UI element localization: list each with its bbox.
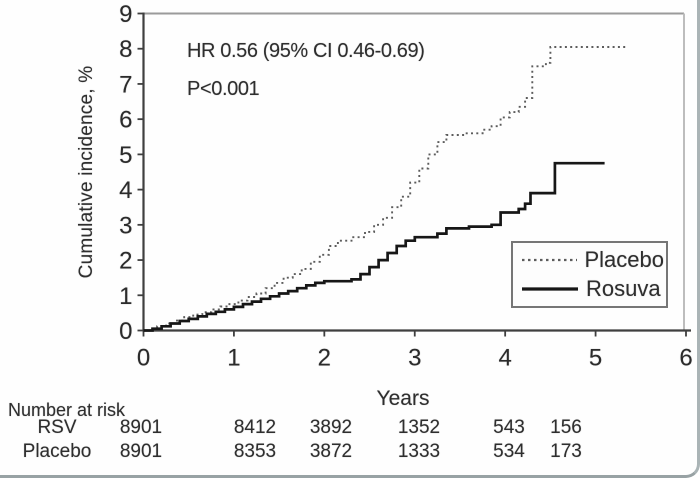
x-tick-label: 4	[498, 345, 511, 372]
risk-table-header: Number at risk	[8, 400, 126, 420]
risk-value: 534	[493, 441, 525, 462]
x-tick-label: 2	[318, 345, 331, 372]
risk-value: 173	[550, 441, 582, 462]
risk-value: 3892	[309, 417, 353, 438]
p-value-annotation: P<0.001	[187, 78, 260, 100]
x-axis-title: Years	[376, 387, 430, 410]
risk-row-label-rsv: RSV	[37, 417, 77, 438]
series-curve-rosuva	[143, 161, 605, 332]
x-tick-label: 0	[137, 345, 150, 372]
y-tick-label: 4	[119, 177, 132, 204]
y-axis-title: Cumulative incidence, %	[76, 65, 97, 279]
risk-value: 8901	[119, 417, 163, 438]
y-tick-label: 3	[119, 212, 132, 239]
risk-row-label-placebo: Placebo	[22, 441, 92, 462]
legend-label-rosuva: Rosuva	[586, 275, 661, 301]
legend-box: Placebo Rosuva	[511, 241, 668, 308]
y-tick-label: 2	[119, 248, 132, 275]
dotted-line-sample-icon	[522, 259, 578, 262]
risk-value: 1352	[397, 417, 441, 438]
y-tick-label: 0	[119, 318, 132, 345]
y-tick-label: 1	[119, 283, 132, 310]
risk-value: 8353	[233, 441, 277, 462]
risk-value: 8901	[119, 441, 163, 462]
x-tick-label: 1	[227, 345, 240, 372]
x-tick-label: 5	[589, 345, 602, 372]
risk-value: 1333	[397, 441, 441, 462]
y-tick-label: 5	[119, 142, 132, 169]
x-tick-label: 6	[679, 345, 692, 372]
y-tick-label: 7	[119, 71, 132, 98]
risk-value: 156	[550, 417, 582, 438]
risk-value: 543	[493, 417, 525, 438]
y-tick-label: 9	[119, 1, 132, 28]
y-tick-label: 6	[119, 107, 132, 134]
solid-line-sample-icon	[522, 287, 578, 291]
legend-label-placebo: Placebo	[584, 247, 664, 273]
x-tick-label: 3	[408, 345, 421, 372]
risk-value: 8412	[233, 417, 277, 438]
y-tick-label: 8	[119, 36, 132, 63]
series-curve-placebo	[143, 46, 628, 332]
hazard-ratio-annotation: HR 0.56 (95% CI 0.46-0.69)	[187, 40, 425, 62]
legend-item-rosuva: Rosuva	[521, 276, 664, 302]
legend-item-placebo: Placebo	[521, 247, 664, 273]
risk-value: 3872	[309, 441, 353, 462]
